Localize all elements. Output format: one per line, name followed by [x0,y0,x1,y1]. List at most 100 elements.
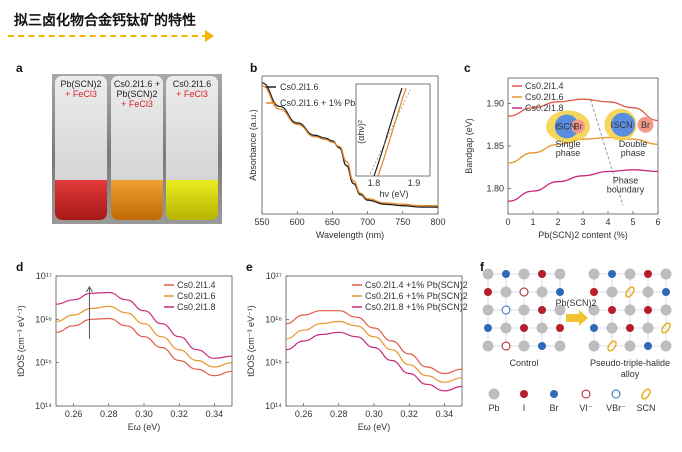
panel-a-label: a [16,61,23,75]
pb-atom [554,268,566,280]
chart-tdos-control: 0.26 0.28 0.30 0.32 0.34 10¹⁴ 10¹⁵ 10¹⁶ 10¹⁷ Eω (… [16,271,233,432]
chart-d-ytick-label: 10¹⁷ [36,271,52,281]
vial-3-line1: Cs0.2I1.6 [172,79,212,89]
bromine-atom [644,342,652,350]
iodine-atom [644,306,652,314]
pb-atom [554,304,566,316]
vial-3-reagent: + FeCl3 [176,89,208,99]
chart-b-frame [261,75,439,215]
pb-atom [518,340,530,352]
legend-scn-icon [641,388,651,400]
pb-atom [536,322,548,334]
pb-atom [518,268,530,280]
bromine-atom [484,324,492,332]
pb-atom [500,286,512,298]
iodine-atom [538,306,546,314]
chart-c-series-3 [507,169,659,202]
chart-c-double-bubble-scn [611,112,635,137]
chart-c-series-1 [507,98,659,122]
iodine-atom [556,324,564,332]
scn-ion [607,340,617,352]
chart-c-ytick-label: 1.90 [486,99,504,109]
chart-b-xtick-label: 700 [360,217,375,227]
pb-atom [660,340,672,352]
vial-1-caption: Pb(SCN)2 + FeCl3 [55,79,107,99]
pb-atom [660,268,672,280]
chart-e-xtick-label: 0.26 [295,409,313,419]
chart-d-ytick-label: 10¹⁵ [35,358,52,368]
iodine-vacancy [501,341,511,351]
vial-3 [166,76,218,220]
chart-b-xtick-label: 800 [430,217,445,227]
legend-iodine-icon [520,390,528,398]
chart-d-legend-label: Cs0.2I1.6 [177,291,216,301]
lattice-schematic: Pb(SCN)2 Control Pseudo-triple-halidealloy… [482,268,672,413]
legend-label: SCN [636,403,655,413]
iodine-atom [484,288,492,296]
chart-d-xtick-label: 0.26 [65,409,83,419]
chart-d-ylabel: tDOS (cm⁻³ eV⁻¹) [16,305,26,377]
title-underline [8,35,208,37]
vial-1-reagent: + FeCl3 [65,89,97,99]
chart-c-ytick-label: 1.80 [486,184,504,194]
chart-e-ytick-label: 10¹⁷ [266,271,282,281]
chart-c-single-phase-label: Single [555,139,580,149]
chart-c-xtick-label: 1 [530,217,535,227]
chart-d-ytick-label: 10¹⁶ [35,314,52,324]
scn-ion [625,286,635,298]
chart-c-boundary-label: Phase [613,175,639,185]
chart-b-ylabel: Absorbance (a.u.) [248,109,258,181]
chart-c-boundary-label: boundary [607,184,645,194]
chart-e-xtick-label: 0.30 [365,409,383,419]
chart-c-bubble-scn-label: SCN [557,121,576,131]
bromine-atom [662,288,670,296]
chart-absorbance: 550 600 650 700 750 800 Wavelength (nm) Absorba… [248,75,446,240]
iodine-atom [608,306,616,314]
panel-c-label: c [464,61,471,75]
chart-d-legend-label: Cs0.2I1.8 [177,302,216,312]
pb-atom [588,268,600,280]
chart-c-xtick-label: 0 [505,217,510,227]
iodine-atom [538,270,546,278]
legend-label: VBr⁻ [606,403,626,413]
legend-label: I [523,403,526,413]
scn-ion [661,322,671,334]
chart-c-xtick-label: 4 [605,217,610,227]
chart-d-legend-label: Cs0.2I1.4 [177,280,216,290]
pb-atom [624,304,636,316]
chart-b-xtick-label: 750 [395,217,410,227]
legend-iodine-vacancy-icon [581,389,591,399]
chart-b-series-1 [261,82,438,208]
pb-atom [482,304,494,316]
bromine-atom [608,270,616,278]
chart-c-single-bubble-scn [554,114,579,139]
chart-d-xtick-label: 0.32 [170,409,188,419]
chart-c-xtick-label: 5 [630,217,635,227]
pb-atom [606,286,618,298]
pb-atom [624,340,636,352]
chart-c-double-phase-label: Double [619,139,648,149]
chart-c-bubble-br-label: Br [574,121,583,131]
chart-c-bubble-i-label: I [555,121,558,131]
alloy-label: Pseudo-triple-halide [590,358,670,368]
chart-b-inset-ylabel: (αhν)² [356,120,366,144]
chart-bandgap: 0 1 2 3 4 5 6 1.80 1.85 1.90 Pb(SCN)2 content (%) B… [464,77,661,240]
chart-b-inset-fit [369,89,411,175]
legend-label: Br [550,403,559,413]
title-arrow-icon [205,30,214,42]
chart-c-xtick-label: 2 [555,217,560,227]
pb-atom [588,304,600,316]
panel-b-label: b [250,61,258,75]
chart-c-legend-label: Cs0.2I1.4 [525,81,564,91]
legend-bromine-vacancy-icon [611,389,621,399]
process-arrow-body [566,314,580,322]
chart-c-bubble-scn-label: SCN [613,120,632,130]
chart-d-xtick-label: 0.30 [135,409,153,419]
legend-label: Pb [488,403,499,413]
chart-e-series-3 [285,331,463,392]
chart-d-series-3 [55,291,233,359]
chart-c-legend-label: Cs0.2I1.8 [525,103,564,113]
iodine-atom [626,324,634,332]
legend-bromine-icon [550,390,558,398]
chart-e-legend-label: Cs0.2I1.8 +1% Pb(SCN)2 [365,302,468,312]
